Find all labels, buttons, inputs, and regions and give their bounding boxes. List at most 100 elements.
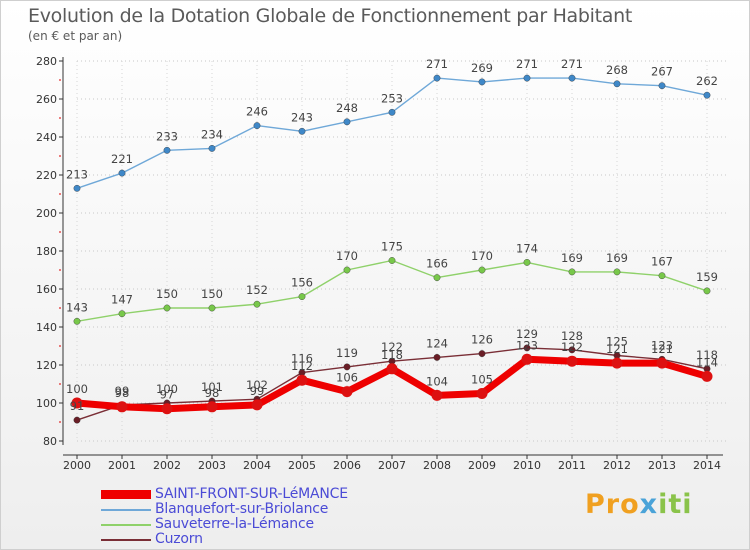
x-tick-label: 2002	[153, 459, 181, 472]
data-label: 121	[651, 342, 673, 356]
data-label: 105	[471, 373, 493, 387]
data-point	[388, 257, 396, 264]
data-point	[701, 370, 713, 382]
x-tick-label: 2010	[513, 459, 541, 472]
data-point	[208, 144, 216, 152]
y-tick-label: 120	[36, 359, 57, 372]
data-point	[388, 108, 396, 116]
data-label: 156	[291, 276, 313, 290]
data-label: 118	[696, 348, 718, 362]
y-tick-label: 200	[36, 207, 57, 220]
data-label: 125	[606, 335, 628, 349]
data-label: 123	[651, 338, 673, 352]
data-label: 114	[696, 355, 718, 369]
data-label: 169	[561, 251, 583, 265]
data-label: 98	[205, 386, 220, 400]
y-tick-label: 280	[36, 55, 57, 68]
legend-swatch	[101, 490, 151, 499]
data-point	[566, 355, 578, 367]
data-label: 271	[561, 57, 583, 71]
x-tick-label: 2014	[693, 459, 721, 472]
data-label: 169	[606, 251, 628, 265]
data-point	[251, 399, 263, 411]
data-label: 213	[66, 167, 88, 181]
y-tick-label: 80	[43, 435, 57, 448]
x-tick-label: 2006	[333, 459, 361, 472]
data-point	[478, 350, 486, 357]
data-label: 122	[381, 340, 403, 354]
data-label: 124	[426, 336, 448, 350]
data-label: 91	[70, 399, 85, 413]
data-label: 116	[291, 352, 313, 366]
y-tick-label: 160	[36, 283, 57, 296]
data-point	[253, 300, 261, 308]
data-point	[658, 272, 666, 280]
legend-item: Sauveterre-la-Lémance	[101, 517, 521, 532]
data-point	[161, 403, 173, 415]
data-point	[163, 146, 171, 154]
data-label: 106	[336, 371, 358, 385]
legend-item: Blanquefort-sur-Briolance	[101, 502, 521, 517]
data-point	[253, 122, 261, 130]
data-label: 234	[201, 127, 223, 141]
data-point	[613, 80, 621, 88]
proxiti-logo: Proxiti	[585, 489, 693, 520]
data-label: 167	[651, 255, 673, 269]
x-tick-label: 2000	[63, 459, 91, 472]
data-point	[523, 74, 531, 82]
data-label: 243	[291, 110, 313, 124]
data-point	[703, 91, 711, 99]
data-label: 112	[291, 359, 313, 373]
data-point	[206, 401, 218, 413]
data-point	[521, 353, 533, 365]
legend-item: SAINT-FRONT-SUR-LéMANCE	[101, 487, 521, 502]
y-tick-label: 180	[36, 245, 57, 258]
chart-title: Evolution de la Dotation Globale de Fonc…	[28, 5, 633, 27]
data-label: 123	[516, 338, 538, 352]
x-tick-label: 2008	[423, 459, 451, 472]
x-tick-label: 2011	[558, 459, 586, 472]
data-point	[73, 184, 81, 192]
data-label: 98	[115, 386, 130, 400]
data-label: 221	[111, 152, 133, 166]
data-label: 262	[696, 74, 718, 88]
data-label: 99	[250, 384, 265, 398]
data-point	[478, 78, 486, 86]
data-label: 267	[651, 65, 673, 79]
data-point	[343, 118, 351, 126]
data-point	[703, 287, 711, 295]
data-label: 118	[381, 348, 403, 362]
data-label: 122	[561, 340, 583, 354]
data-point	[433, 274, 441, 281]
data-label: 102	[246, 378, 268, 392]
data-label: 233	[156, 129, 178, 143]
data-point	[658, 82, 666, 90]
data-label: 166	[426, 257, 448, 271]
data-point	[296, 374, 308, 386]
data-label: 268	[606, 63, 628, 77]
data-point	[656, 357, 668, 369]
data-label: 128	[561, 329, 583, 343]
data-label: 246	[246, 105, 268, 119]
legend-swatch	[101, 523, 151, 526]
data-label: 97	[160, 388, 175, 402]
x-tick-label: 2004	[243, 459, 271, 472]
logo-part-1: Pro	[585, 489, 640, 520]
data-point	[343, 266, 351, 274]
data-label: 175	[381, 240, 403, 254]
chart-subtitle: (en € et par an)	[28, 29, 123, 43]
data-label: 269	[471, 61, 493, 75]
data-label: 100	[156, 382, 178, 396]
data-label: 271	[516, 57, 538, 71]
legend-label: Cuzorn	[155, 531, 203, 547]
y-tick-label: 260	[36, 93, 57, 106]
data-point	[298, 127, 306, 135]
data-point	[386, 363, 398, 375]
legend: SAINT-FRONT-SUR-LéMANCE Blanquefort-sur-B…	[101, 487, 521, 547]
data-point	[568, 346, 576, 354]
x-tick-label: 2007	[378, 459, 406, 472]
logo-part-2: x	[639, 489, 659, 520]
data-label-layer: 213 221 233 234 246 243 248 253 271 269 271 271 268 2…	[66, 57, 718, 413]
data-point	[476, 388, 488, 399]
y-tick-label: 240	[36, 131, 57, 144]
